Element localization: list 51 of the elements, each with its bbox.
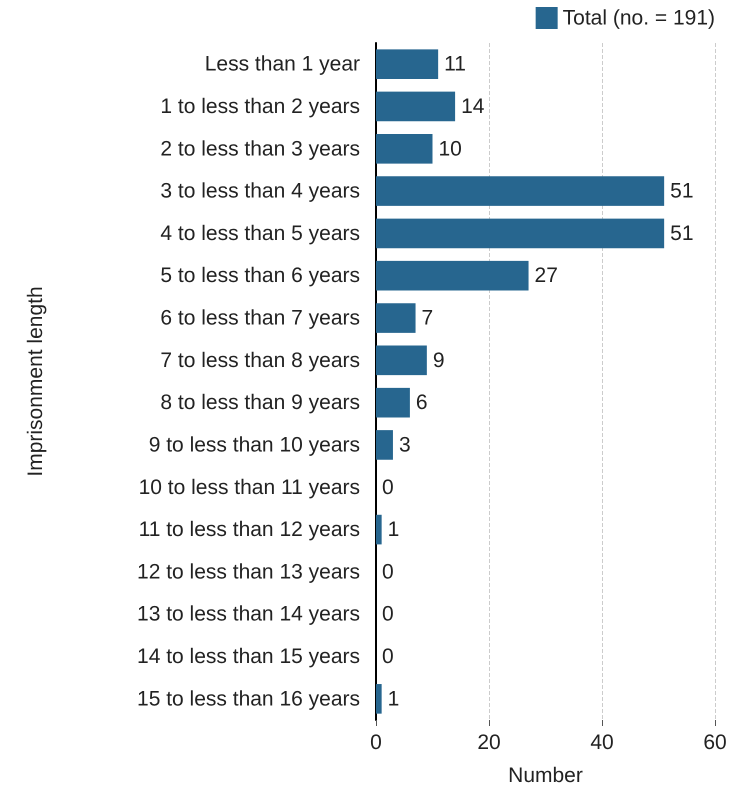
- data-label: 1: [388, 687, 400, 710]
- bar: [376, 49, 438, 79]
- y-tick-label: 4 to less than 5 years: [160, 222, 360, 245]
- data-label: 14: [461, 94, 485, 118]
- legend-label: Total (no. = 191): [562, 6, 715, 30]
- data-label: 11: [444, 52, 466, 76]
- y-tick-label: 6 to less than 7 years: [160, 306, 360, 330]
- x-tick-label: 20: [477, 731, 501, 754]
- y-tick-label: 8 to less than 9 years: [160, 391, 360, 414]
- bar: [376, 430, 393, 460]
- bar: [376, 303, 416, 333]
- bar: [376, 388, 410, 418]
- y-tick-label: 12 to less than 13 years: [137, 560, 360, 584]
- data-label: 0: [382, 602, 394, 626]
- data-label: 51: [670, 180, 694, 203]
- y-tick-label: 9 to less than 10 years: [148, 433, 360, 456]
- bar: [376, 684, 382, 714]
- bar: [376, 92, 456, 122]
- y-tick-label: Less than 1 year: [204, 52, 360, 76]
- x-tick-label: 40: [590, 731, 614, 754]
- y-tick-label: 13 to less than 14 years: [137, 602, 360, 626]
- y-axis-title: Imprisonment length: [24, 286, 47, 477]
- y-tick-label: 2 to less than 3 years: [160, 137, 360, 160]
- y-tick-label: 1 to less than 2 years: [160, 94, 360, 118]
- y-tick-label: 7 to less than 8 years: [160, 348, 360, 372]
- y-tick-label: 5 to less than 6 years: [160, 264, 360, 288]
- bar: [376, 134, 432, 164]
- bar: [376, 176, 664, 206]
- y-tick-label: 10 to less than 11 years: [138, 476, 360, 499]
- data-label: 7: [422, 306, 434, 330]
- y-tick-label: 3 to less than 4 years: [160, 180, 360, 203]
- data-label: 3: [398, 433, 411, 456]
- bar: [376, 218, 664, 248]
- x-tick-label: 60: [703, 731, 727, 754]
- data-label: 0: [382, 560, 394, 584]
- data-label: 1: [388, 518, 400, 542]
- data-label: 6: [416, 391, 428, 414]
- y-tick-label: 14 to less than 15 years: [137, 645, 360, 668]
- x-tick-label: 0: [370, 731, 382, 754]
- data-label: 0: [382, 645, 394, 668]
- data-label: 27: [534, 264, 558, 288]
- data-label: 51: [670, 222, 694, 245]
- data-label: 10: [438, 137, 462, 160]
- y-tick-label: 15 to less than 16 years: [137, 687, 360, 710]
- bar: [376, 346, 427, 376]
- data-label: 0: [382, 476, 394, 499]
- bar: [376, 514, 382, 544]
- x-axis-title: Number: [508, 764, 583, 787]
- y-tick-label: 11 to less than 12 years: [138, 518, 360, 542]
- bar: [376, 260, 529, 291]
- data-label: 9: [432, 348, 445, 372]
